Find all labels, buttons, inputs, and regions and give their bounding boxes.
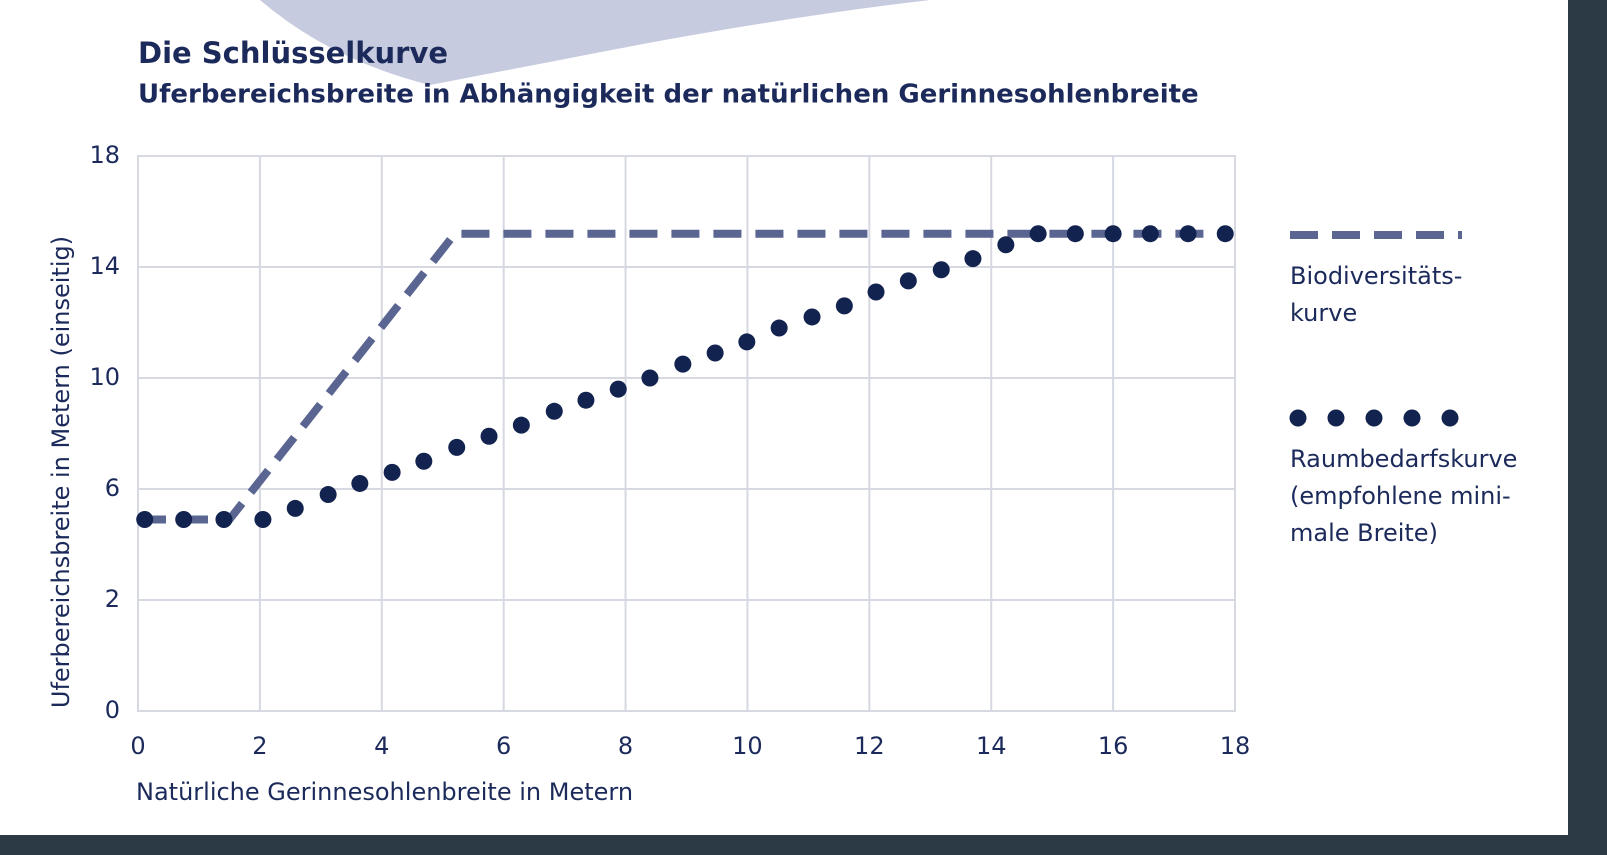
data-point [175,511,192,528]
x-tick-label: 14 [976,732,1007,760]
data-point [1180,225,1197,242]
data-point [513,417,530,434]
data-point [868,283,885,300]
legend-line: Biodiversitäts- [1290,262,1462,290]
y-axis-title: Uferbereichsbreite in Metern (einseitig) [47,236,75,708]
chart: Die Schlüsselkurve Uferbereichsbreite in… [0,0,1607,855]
legend-swatch [1290,410,1307,427]
legend-line: (empfohlene mini- [1290,482,1511,510]
y-tick-label: 0 [105,696,120,724]
data-point [771,320,788,337]
page: {"chart_data": { "type": "line", "title"… [0,0,1607,855]
data-point [448,439,465,456]
data-point [577,392,594,409]
data-point [384,464,401,481]
x-tick-label: 18 [1220,732,1251,760]
data-point [481,428,498,445]
x-tick-label: 12 [854,732,885,760]
data-point [320,486,337,503]
x-tick-label: 4 [374,732,389,760]
data-point [900,272,917,289]
x-axis-title: Natürliche Gerinnesohlenbreite in Metern [136,778,633,806]
data-point [254,511,271,528]
data-point [836,297,853,314]
data-point [1030,225,1047,242]
data-point [674,356,691,373]
legend-line: Raumbedarfskurve [1290,445,1517,473]
y-tick-label: 2 [105,585,120,613]
x-tick-label: 0 [130,732,145,760]
data-point [1142,225,1159,242]
legend-swatch [1442,410,1459,427]
x-tick-label: 2 [252,732,267,760]
data-point [415,453,432,470]
data-point [804,308,821,325]
data-point [1105,225,1122,242]
x-tick-label: 6 [496,732,511,760]
y-tick-label: 18 [89,141,120,169]
y-tick-label: 10 [89,363,120,391]
x-tick-label: 10 [732,732,763,760]
legend-line: male Breite) [1290,519,1438,547]
data-point [1067,225,1084,242]
data-point [997,236,1014,253]
chart-subtitle: Uferbereichsbreite in Abhängigkeit der n… [138,80,1199,110]
data-point [1217,225,1234,242]
data-point [964,250,981,267]
data-point [933,261,950,278]
chart-title: Die Schlüsselkurve [138,36,448,70]
data-point [287,500,304,517]
legend-swatch [1328,410,1345,427]
data-point [215,511,232,528]
data-point [136,511,153,528]
legend-swatch [1366,410,1383,427]
data-point [738,333,755,350]
data-point [351,475,368,492]
data-point [610,381,627,398]
y-tick-label: 14 [89,252,120,280]
legend-line: kurve [1290,299,1357,327]
x-tick-label: 16 [1098,732,1129,760]
data-point [707,345,724,362]
data-point [546,403,563,420]
y-tick-label: 6 [105,474,120,502]
x-tick-label: 8 [618,732,633,760]
data-point [641,370,658,387]
legend-swatch [1404,410,1421,427]
